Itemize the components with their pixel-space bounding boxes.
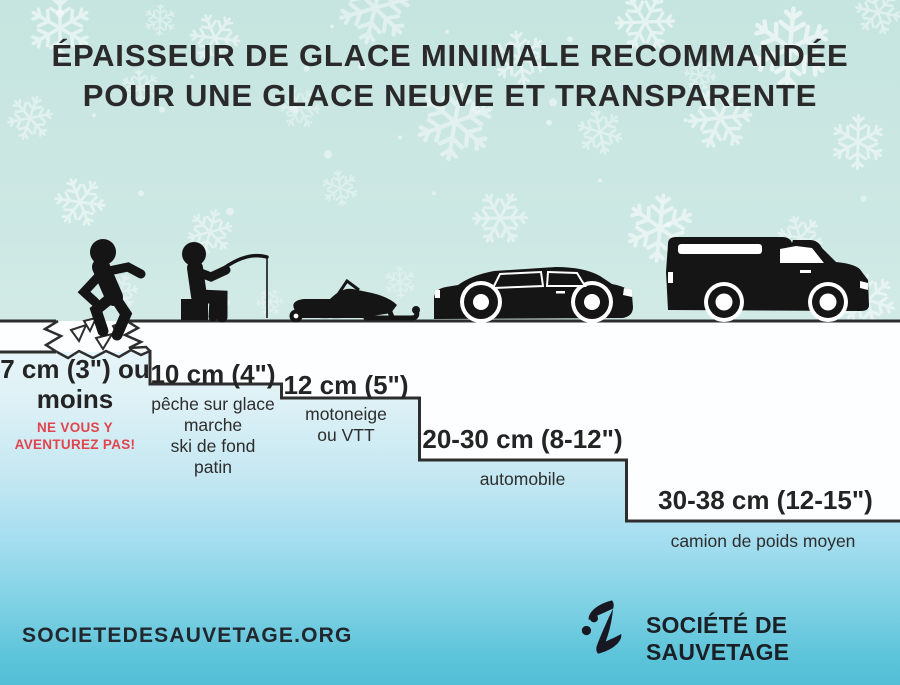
thickness-label-7cm: 7 cm (3") ou moins bbox=[0, 354, 150, 414]
thickness-label-20-30cm: 20-30 cm (8-12") bbox=[422, 424, 623, 454]
fishing-rod-icon bbox=[218, 253, 269, 273]
truck-icon bbox=[666, 237, 869, 322]
snow-dot-icon bbox=[567, 36, 573, 43]
snow-dot-icon bbox=[700, 53, 705, 58]
thickness-label-12cm: 12 cm (5") bbox=[283, 370, 409, 400]
snow-dot-icon bbox=[324, 150, 332, 159]
car-icon bbox=[434, 267, 633, 323]
activities-label-12cm: motoneige ou VTT bbox=[305, 404, 387, 445]
snow-dot-icon bbox=[860, 195, 867, 202]
ice-sheet-shape bbox=[0, 321, 900, 521]
website-url-text: SOCIETEDESAUVETAGE.ORG bbox=[22, 624, 353, 647]
snow-dot-icon bbox=[138, 190, 144, 197]
poster-title-line1: ÉPAISSEUR DE GLACE MINIMALE RECOMMANDÉE bbox=[51, 38, 849, 73]
snow-dot-icon bbox=[290, 105, 298, 114]
falling-person-icon bbox=[77, 239, 146, 341]
stool-icon bbox=[181, 299, 208, 320]
thickness-label-10cm: 10 cm (4") bbox=[150, 359, 276, 389]
snow-dot-icon bbox=[723, 46, 732, 55]
snow-dot-icon bbox=[683, 118, 688, 122]
poster-title-line2: POUR UNE GLACE NEUVE ET TRANSPARENTE bbox=[82, 78, 818, 113]
snow-dot-icon bbox=[226, 207, 234, 216]
ice-fishing-person-icon bbox=[181, 242, 269, 323]
snow-dot-icon bbox=[472, 105, 481, 114]
snowflake-icon-group bbox=[2, 0, 900, 338]
snowmobile-icon bbox=[289, 278, 420, 323]
thickness-label-30-38cm: 30-38 cm (12-15") bbox=[658, 485, 873, 515]
snow-dot-icon bbox=[445, 29, 449, 34]
snow-dot-icon bbox=[92, 113, 96, 118]
snow-dot-icon bbox=[546, 119, 552, 126]
snow-dot-icon bbox=[159, 106, 165, 113]
snow-dot-icon bbox=[303, 65, 310, 72]
activities-label-30-38cm: camion de poids moyen bbox=[670, 531, 856, 551]
snow-dot-icon bbox=[768, 94, 772, 99]
activities-label-10cm: pêche sur glace marche ski de fond patin bbox=[151, 394, 275, 477]
activities-label-20-30cm: automobile bbox=[479, 469, 566, 489]
snow-dot-icon bbox=[549, 98, 557, 107]
snow-dot-icon bbox=[190, 74, 194, 79]
snow-dot-icon bbox=[56, 9, 64, 18]
lifesaving-society-swimmer-icon bbox=[581, 600, 622, 654]
snow-dot-icon bbox=[358, 62, 366, 70]
danger-warning-label: NE VOUS Y AVENTUREZ PAS! bbox=[14, 420, 136, 452]
snow-dot-icon bbox=[330, 24, 334, 29]
staircase-step-lines bbox=[148, 350, 900, 523]
snow-dot-icon bbox=[398, 135, 402, 140]
snow-dot-icon bbox=[432, 191, 436, 196]
org-name-text: SOCIÉTÉ DE SAUVETAGE bbox=[646, 612, 790, 665]
snow-dot-icon bbox=[598, 178, 602, 183]
